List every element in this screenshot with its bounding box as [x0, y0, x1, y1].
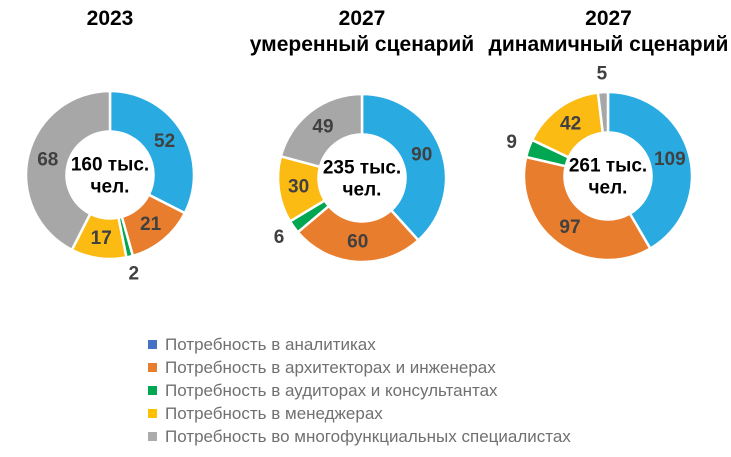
- legend-swatch-yellow-icon: [148, 409, 157, 418]
- slice-value-label: 60: [347, 231, 368, 252]
- legend-label: Потребность в менеджерах: [165, 403, 383, 423]
- legend-item-managers: Потребность в менеджерах: [148, 402, 571, 425]
- slice-value-label: 5: [597, 64, 608, 85]
- donut-slice: [296, 204, 420, 264]
- donut-chart-2023: 52 21 2 17 68 160 тыс.чел.: [24, 89, 196, 285]
- slice-value-label: 90: [411, 145, 432, 166]
- chart-title-line2: умеренный сценарий: [249, 33, 475, 56]
- legend-swatch-green-icon: [148, 386, 157, 395]
- slice-value-label: 49: [312, 117, 333, 138]
- slice-value-label: 6: [274, 227, 285, 248]
- donut-slice: [108, 89, 196, 215]
- donut-center-total: 261 тыс.: [569, 156, 647, 177]
- chart-title-line1: 2027: [585, 7, 632, 30]
- chart-title-2027-dynamic: 2027 динамичный сценарий: [486, 6, 731, 58]
- donut-chart-2027-dynamic: 109 97 9 42 5 261 тыс.чел.: [506, 64, 694, 262]
- donut-center-total: 235 тыс.: [323, 158, 401, 179]
- donut-slice: [360, 92, 448, 242]
- legend-item-architects-engineers: Потребность в архитекторах и инженерах: [148, 356, 571, 379]
- legend-swatch-orange-icon: [148, 363, 157, 372]
- donut-center-total: чел.: [91, 177, 130, 198]
- chart-title-line1: 2023: [86, 7, 134, 30]
- legend-label: Потребность в аналитиках: [165, 334, 376, 354]
- slice-value-label: 97: [559, 217, 580, 238]
- legend-label: Потребность в аудиторах и консультантах: [165, 380, 498, 400]
- legend-label: Потребность во многофункциальных специал…: [165, 426, 571, 446]
- legend-label: Потребность в архитекторах и инженерах: [165, 357, 496, 377]
- donut-slice: [522, 155, 652, 262]
- legend: Потребность в аналитиках Потребность в а…: [148, 333, 571, 448]
- donut-slice: [606, 90, 694, 250]
- chart-title-line1: 2027: [338, 7, 386, 30]
- legend-item-auditors-consultants: Потребность в аудиторах и консультантах: [148, 379, 571, 402]
- slice-value-label: 21: [140, 214, 162, 235]
- slice-value-label: 2: [129, 264, 140, 285]
- chart-title-2023: 2023: [10, 6, 210, 32]
- donut-center-total: 160 тыс.: [71, 155, 149, 176]
- chart-title-2027-moderate: 2027 умеренный сценарий: [238, 6, 486, 58]
- donut-center-total: чел.: [589, 178, 628, 199]
- donut-chart-2027-moderate: 90 60 6 30 49 235 тыс.чел.: [274, 92, 448, 264]
- slice-value-label: 109: [654, 149, 686, 170]
- legend-item-analysts: Потребность в аналитиках: [148, 333, 571, 356]
- slice-value-label: 52: [154, 131, 175, 152]
- legend-swatch-gray-icon: [148, 432, 157, 441]
- legend-item-multifunctional-specialists: Потребность во многофункциальных специал…: [148, 425, 571, 448]
- donut-slice: [279, 92, 364, 169]
- donut-slice: [596, 90, 610, 135]
- legend-swatch-blue-icon: [148, 340, 157, 349]
- chart-title-line2: динамичный сценарий: [488, 33, 729, 56]
- slice-value-label: 9: [506, 132, 517, 153]
- slice-value-label: 17: [91, 228, 112, 249]
- donut-center-total: чел.: [343, 180, 382, 201]
- slice-value-label: 68: [37, 150, 58, 171]
- slice-value-label: 30: [288, 177, 309, 198]
- donut-slice: [24, 89, 112, 252]
- slice-value-label: 42: [560, 114, 581, 135]
